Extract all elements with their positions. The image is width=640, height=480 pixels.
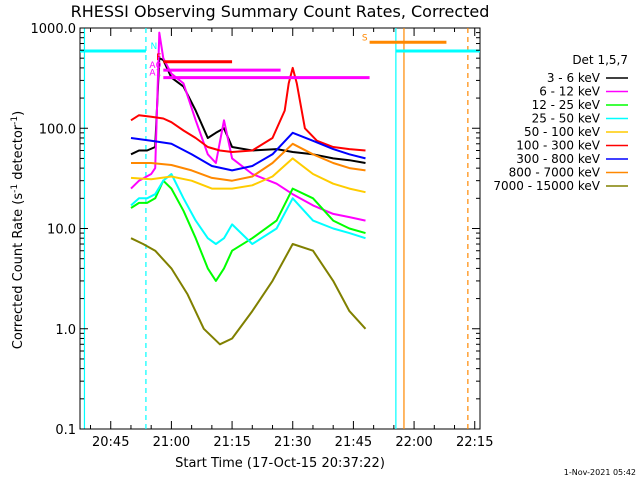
y-axis-label-sup1: -1: [10, 184, 20, 193]
y-tick-label: 10.0: [47, 223, 76, 238]
vertical-markers: [80, 28, 480, 429]
annotation-label: A1: [149, 69, 161, 79]
annotation-label: A0: [149, 61, 161, 71]
series-line-5: [130, 157, 366, 194]
legend-label: 800 - 7000 keV: [509, 166, 601, 180]
y-tick-label: 100.0: [39, 122, 76, 137]
legend-title: Det 1,5,7: [572, 53, 628, 67]
annotation-label: S: [362, 33, 368, 43]
y-axis-label-main: Corrected Count Rate (s: [11, 193, 26, 350]
legend-label: 7000 - 15000 keV: [493, 179, 600, 193]
axis-ticks: 0.1 1.0 10.0 100.0 1000.0 20:45 21:00 21:15 21:3…: [31, 22, 494, 450]
series-line-9: [130, 237, 367, 346]
chart-title: RHESSI Observing Summary Count Rates, Co…: [71, 2, 490, 21]
legend-label: 50 - 100 keV: [524, 125, 601, 139]
annotation-label: F: [156, 53, 161, 63]
legend-label: 25 - 50 keV: [532, 112, 601, 126]
legend-label: 300 - 800 keV: [516, 152, 600, 166]
legend-label: 3 - 6 keV: [547, 71, 601, 85]
legend-label: 6 - 12 keV: [539, 85, 601, 99]
x-axis-label: Start Time (17-Oct-15 20:37:22): [175, 456, 385, 471]
y-axis-label-mid: detector: [11, 124, 26, 184]
series-line-4: [130, 173, 366, 245]
y-tick-label: 0.1: [55, 423, 76, 438]
series-line-2: [130, 31, 366, 222]
legend-label: 100 - 300 keV: [516, 139, 600, 153]
x-tick-label: 21:45: [335, 435, 372, 450]
x-tick-label: 22:00: [395, 435, 432, 450]
y-axis-label: Corrected Count Rate (s-1 detector-1): [10, 111, 26, 349]
series-line-3: [130, 179, 366, 282]
y-axis-label-end: ): [11, 111, 26, 116]
x-tick-label: 22:15: [456, 435, 493, 450]
data-series: [130, 31, 367, 346]
series-line-8: [131, 142, 366, 182]
date-stamp: 1-Nov-2021 05:42: [564, 468, 636, 477]
y-axis-label-sup2: -1: [10, 116, 20, 125]
x-tick-label: 21:30: [274, 435, 311, 450]
series-line-7: [130, 131, 366, 172]
legend-label: 12 - 25 keV: [532, 98, 601, 112]
x-tick-label: 21:15: [213, 435, 250, 450]
x-tick-label: 20:45: [92, 435, 129, 450]
x-tick-label: 21:00: [153, 435, 190, 450]
y-tick-label: 1000.0: [31, 22, 77, 37]
annotation-label: N: [151, 42, 158, 52]
series-line-6: [130, 66, 366, 153]
y-tick-label: 1.0: [55, 323, 76, 338]
